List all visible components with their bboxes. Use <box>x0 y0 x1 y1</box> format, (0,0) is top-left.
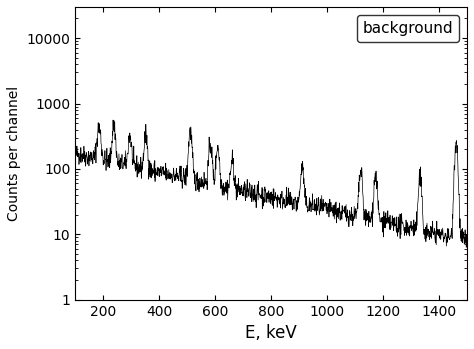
Legend: background: background <box>356 15 459 42</box>
Y-axis label: Counts per channel: Counts per channel <box>7 86 21 221</box>
X-axis label: E, keV: E, keV <box>245 324 297 342</box>
